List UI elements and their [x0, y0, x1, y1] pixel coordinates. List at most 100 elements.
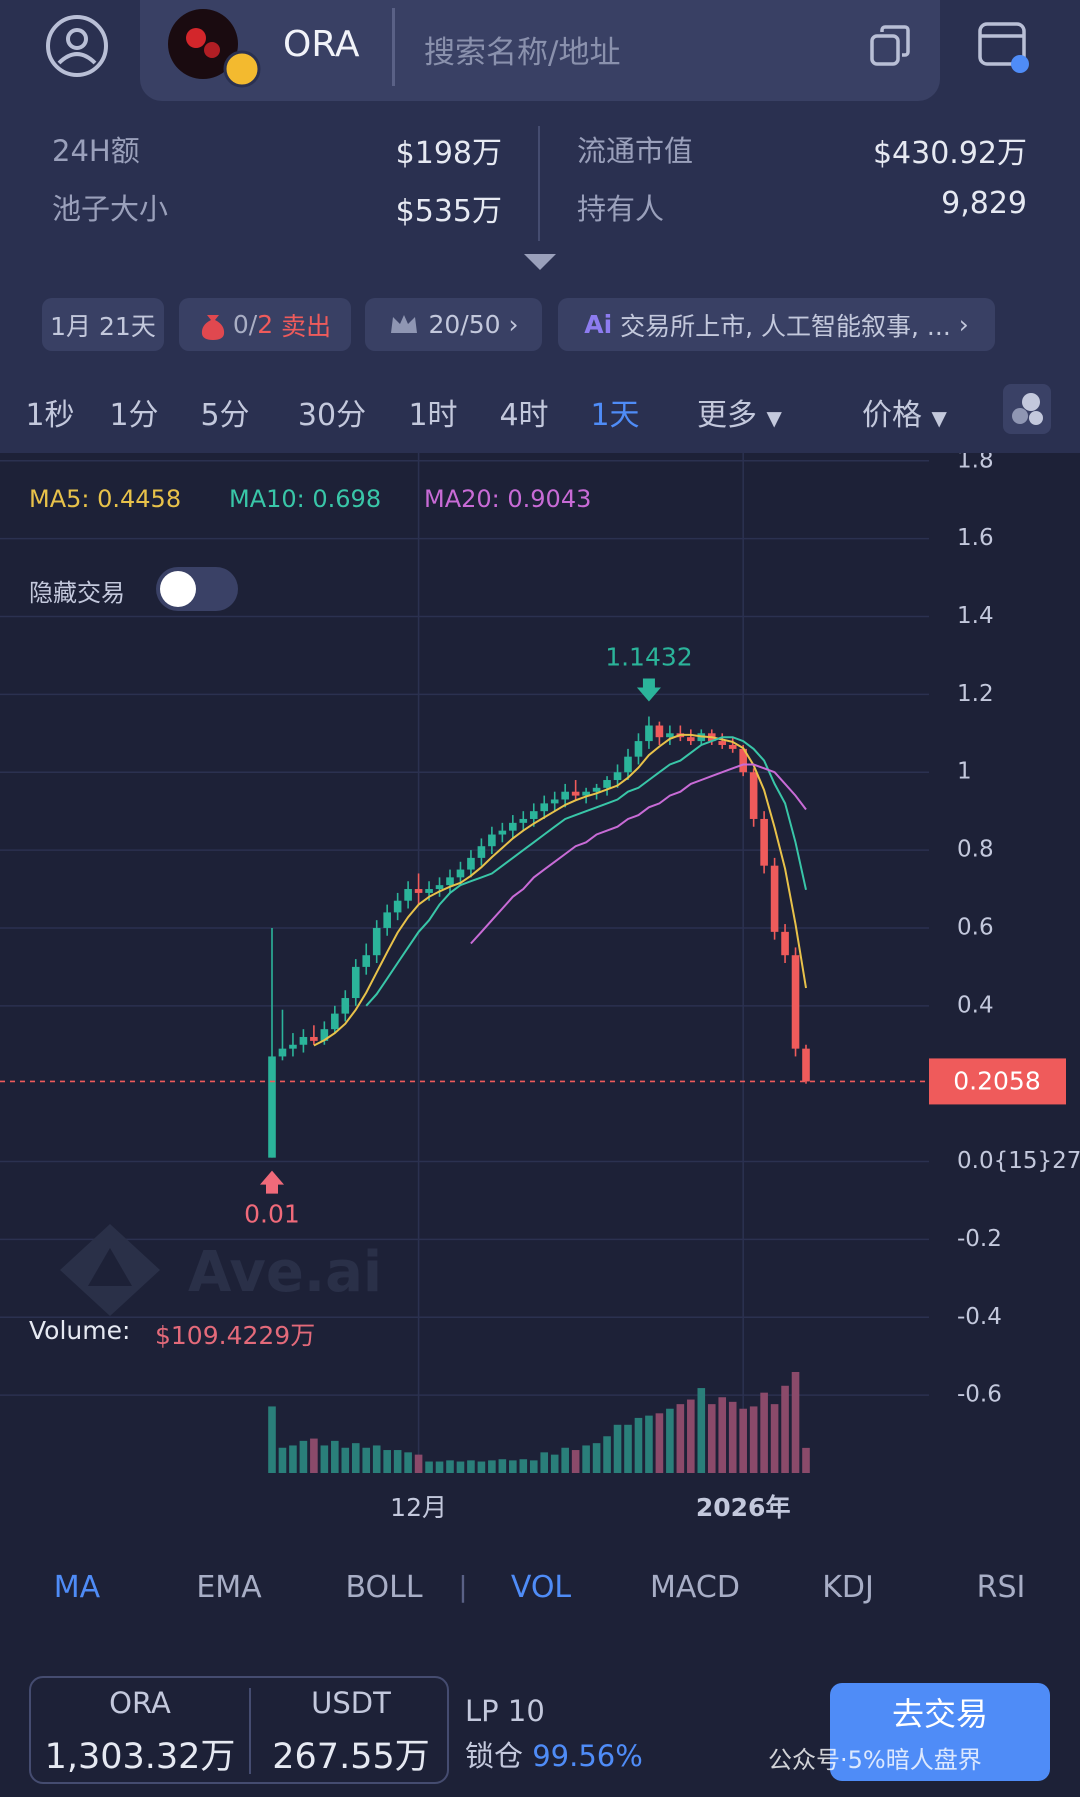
- lp-label: LP 10: [465, 1694, 545, 1728]
- candle-body: [446, 877, 454, 886]
- candle-body: [582, 791, 590, 796]
- volume-bar: [728, 1401, 737, 1473]
- candle-body: [802, 1048, 810, 1082]
- search-placeholder[interactable]: 搜索名称/地址: [424, 35, 621, 71]
- money-bag-icon: [201, 314, 224, 340]
- candle-body: [310, 1036, 318, 1041]
- wallet-icon[interactable]: [976, 18, 1036, 78]
- volume-bar: [414, 1454, 423, 1473]
- candle-body: [425, 889, 433, 893]
- volume-bar: [268, 1406, 276, 1473]
- sell-limit: 2: [257, 310, 274, 339]
- candle-body: [571, 791, 580, 796]
- candle-body: [435, 885, 444, 890]
- timeframe-tab[interactable]: 1分: [109, 398, 159, 433]
- ai-icon: Ai: [584, 310, 613, 339]
- lock-label: 锁仓 99.56%: [465, 1733, 643, 1775]
- volume-bar: [435, 1461, 444, 1473]
- top-holders-tag[interactable]: 20/50 ›: [365, 298, 542, 351]
- volume-bar: [529, 1460, 538, 1473]
- volume-bar: [645, 1415, 653, 1473]
- copy-icon[interactable]: [868, 24, 912, 68]
- candle-body: [529, 811, 538, 819]
- volume-bar: [749, 1406, 758, 1473]
- timeframe-tab[interactable]: 5分: [200, 398, 250, 433]
- chevron: ›: [508, 310, 519, 339]
- legend-entry: MA20: 0.9043: [424, 485, 591, 513]
- layout-icon[interactable]: [1003, 384, 1051, 434]
- sell-tag: 0/2 卖出: [179, 298, 351, 351]
- low-label: 0.01: [244, 1200, 300, 1229]
- volume-bar: [634, 1417, 643, 1473]
- volume-bar: [498, 1459, 507, 1473]
- token-b-name: USDT: [311, 1686, 391, 1720]
- volume-bar: [456, 1461, 465, 1473]
- age-tag: 1月 21天: [42, 298, 164, 351]
- indicator-tab[interactable]: MA: [53, 1570, 101, 1605]
- volume-bar: [425, 1461, 433, 1473]
- stat-label: 持有人: [577, 192, 665, 226]
- expand-caret[interactable]: [522, 252, 558, 272]
- trade-button[interactable]: 去交易: [830, 1683, 1050, 1781]
- y-tick-label: 1.4: [957, 603, 994, 629]
- volume-bar: [697, 1388, 706, 1473]
- wechat-watermark: 公众号·5%暗人盘界: [768, 1746, 982, 1774]
- user-icon[interactable]: [44, 13, 110, 79]
- volume-bar: [550, 1454, 559, 1473]
- price-menu[interactable]: 价格 ▼: [862, 390, 947, 434]
- more-menu[interactable]: 更多 ▼: [697, 390, 782, 434]
- plot-background: [0, 453, 1080, 1533]
- candle-body: [456, 869, 465, 878]
- indicator-tab[interactable]: KDJ: [822, 1570, 874, 1605]
- age-text: 1月 21天: [50, 311, 156, 341]
- low-arrow: [260, 1170, 284, 1194]
- caret: ▼: [931, 406, 947, 430]
- indicator-tab[interactable]: MACD: [650, 1570, 740, 1605]
- header-panel: ORA 搜索名称/地址 1月 21天 0/2 卖出 20/50 › Ai 交易所上市,…: [0, 0, 1080, 453]
- volume-bar: [540, 1452, 549, 1473]
- price-chart: 1.8 1.6 1.4 1.2 1 0.8 0.6 0.4 0.0{15}27 -0.2 -0.4 -…: [0, 453, 1080, 1533]
- timeframe-tab[interactable]: 4时: [499, 398, 549, 433]
- hide-trades-label: 隐藏交易: [29, 579, 125, 607]
- indicator-tab[interactable]: BOLL: [345, 1570, 423, 1605]
- candle-body: [289, 1044, 297, 1049]
- y-tick-label: -0.4: [957, 1304, 1002, 1330]
- indicator-tab[interactable]: EMA: [196, 1570, 262, 1605]
- timeframe-tab[interactable]: 30分: [297, 398, 367, 433]
- volume-bar: [770, 1404, 779, 1473]
- y-tick-label: -0.2: [957, 1226, 1002, 1252]
- search-box[interactable]: [140, 0, 940, 101]
- volume-bar: [446, 1460, 454, 1473]
- volume-bar: [372, 1445, 381, 1473]
- y-tick-label: -0.6: [957, 1382, 1002, 1408]
- indicator-tab[interactable]: RSI: [976, 1570, 1026, 1605]
- volume-bar: [509, 1460, 517, 1473]
- y-tick-label: 1.8: [957, 453, 994, 473]
- candle-body: [592, 787, 601, 792]
- y-tick-label: 1.6: [957, 525, 994, 551]
- candle-body: [540, 803, 549, 812]
- divider: [392, 8, 395, 86]
- timeframe-tab[interactable]: 1时: [408, 398, 458, 433]
- y-tick-label: 0.4: [957, 992, 994, 1018]
- candle-body: [624, 756, 632, 773]
- candle-body: [634, 741, 643, 757]
- indicator-tab[interactable]: VOL: [510, 1570, 572, 1605]
- hide-trades-toggle[interactable]: [156, 567, 238, 611]
- timeframe-tab[interactable]: 1秒: [25, 398, 75, 433]
- high-label: 1.1432: [605, 642, 692, 671]
- volume-bar: [320, 1445, 329, 1473]
- stat-value: 9,829: [941, 186, 1027, 221]
- ma-line: [470, 763, 807, 945]
- candle-body: [561, 791, 569, 800]
- candle-body: [404, 889, 412, 901]
- ai-narrative: 交易所上市, 人工智能叙事, ...: [620, 311, 951, 341]
- volume-bar: [666, 1408, 674, 1473]
- candle-body: [760, 818, 768, 866]
- timeframe-tab[interactable]: 1天: [590, 398, 640, 433]
- ai-tag[interactable]: Ai 交易所上市, 人工智能叙事, ... ›: [558, 298, 995, 351]
- y-tick-label: 0.0{15}27: [957, 1148, 1080, 1174]
- candle-body: [351, 966, 360, 999]
- top-holders-text: 20/50: [428, 310, 501, 339]
